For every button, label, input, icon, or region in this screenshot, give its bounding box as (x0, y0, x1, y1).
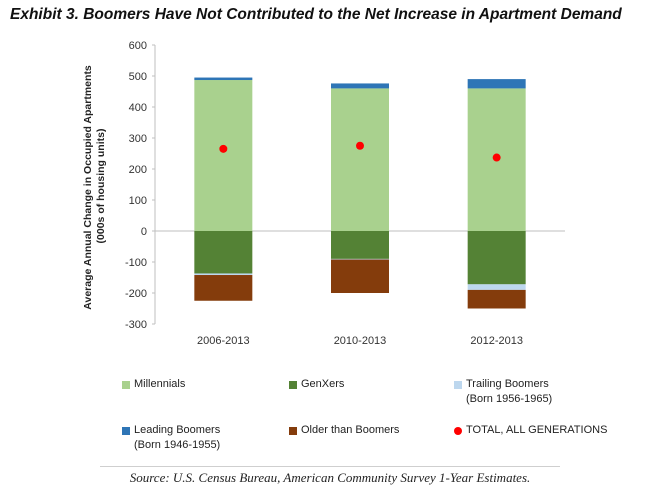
bar-leading-boomers-2006-2013 (194, 77, 253, 81)
bar-older-than-boomers-2010-2013 (331, 259, 389, 293)
total-marker-2010-2013 (356, 141, 364, 150)
y-tick-label: -200 (125, 288, 147, 300)
bar-leading-boomers-2010-2013 (331, 83, 389, 89)
y-tick-label: 300 (129, 133, 147, 145)
bar-older-than-boomers-2012-2013 (467, 289, 526, 309)
y-tick-label: -100 (125, 257, 147, 269)
y-tick-label: 200 (129, 164, 147, 176)
bar-trailing-boomers-2012-2013 (467, 284, 526, 290)
total-marker-2012-2013 (492, 153, 501, 162)
stacked-bar-chart: -300 -200 -100 0 100 200 300 400 500 600 2006-201… (82, 40, 565, 347)
y-tick-label: 100 (129, 195, 147, 207)
y-tick-label: 400 (129, 102, 147, 114)
source-note: Source: U.S. Census Bureau, American Com… (129, 470, 531, 485)
y-tick-label: 600 (129, 40, 147, 52)
y-axis-label: Average Annual Change in Occupied Apartm… (82, 62, 107, 309)
x-tick-label: 2012-2013 (470, 335, 523, 347)
bar-trailing-boomers-2006-2013 (194, 273, 253, 276)
bar-genxers-2006-2013 (194, 231, 253, 274)
bars (194, 77, 526, 309)
source-divider (100, 466, 560, 467)
x-tick-label: 2010-2013 (334, 335, 387, 347)
total-marker-2006-2013 (219, 144, 228, 153)
bar-millennials-2006-2013 (194, 80, 253, 231)
x-axis-labels: 2006-2013 2010-2013 2012-2013 (197, 335, 523, 347)
bar-leading-boomers-2012-2013 (467, 79, 526, 89)
bar-genxers-2010-2013 (331, 231, 389, 259)
y-axis-label-line-1: Average Annual Change in Occupied Apartm… (82, 65, 94, 310)
x-tick-label: 2006-2013 (197, 335, 250, 347)
bar-millennials-2010-2013 (331, 88, 389, 232)
y-tick-label: 0 (141, 226, 147, 238)
chart-title: Exhibit 3. Boomers Have Not Contributed … (10, 6, 622, 23)
bar-trailing-boomers-2010-2013 (331, 258, 389, 260)
y-tick-label: 500 (129, 71, 147, 83)
bar-genxers-2012-2013 (467, 231, 526, 285)
y-tick-label: -300 (125, 319, 147, 331)
bar-older-than-boomers-2006-2013 (194, 275, 253, 301)
y-axis-label-line-2: (000s of housing units) (95, 129, 107, 244)
